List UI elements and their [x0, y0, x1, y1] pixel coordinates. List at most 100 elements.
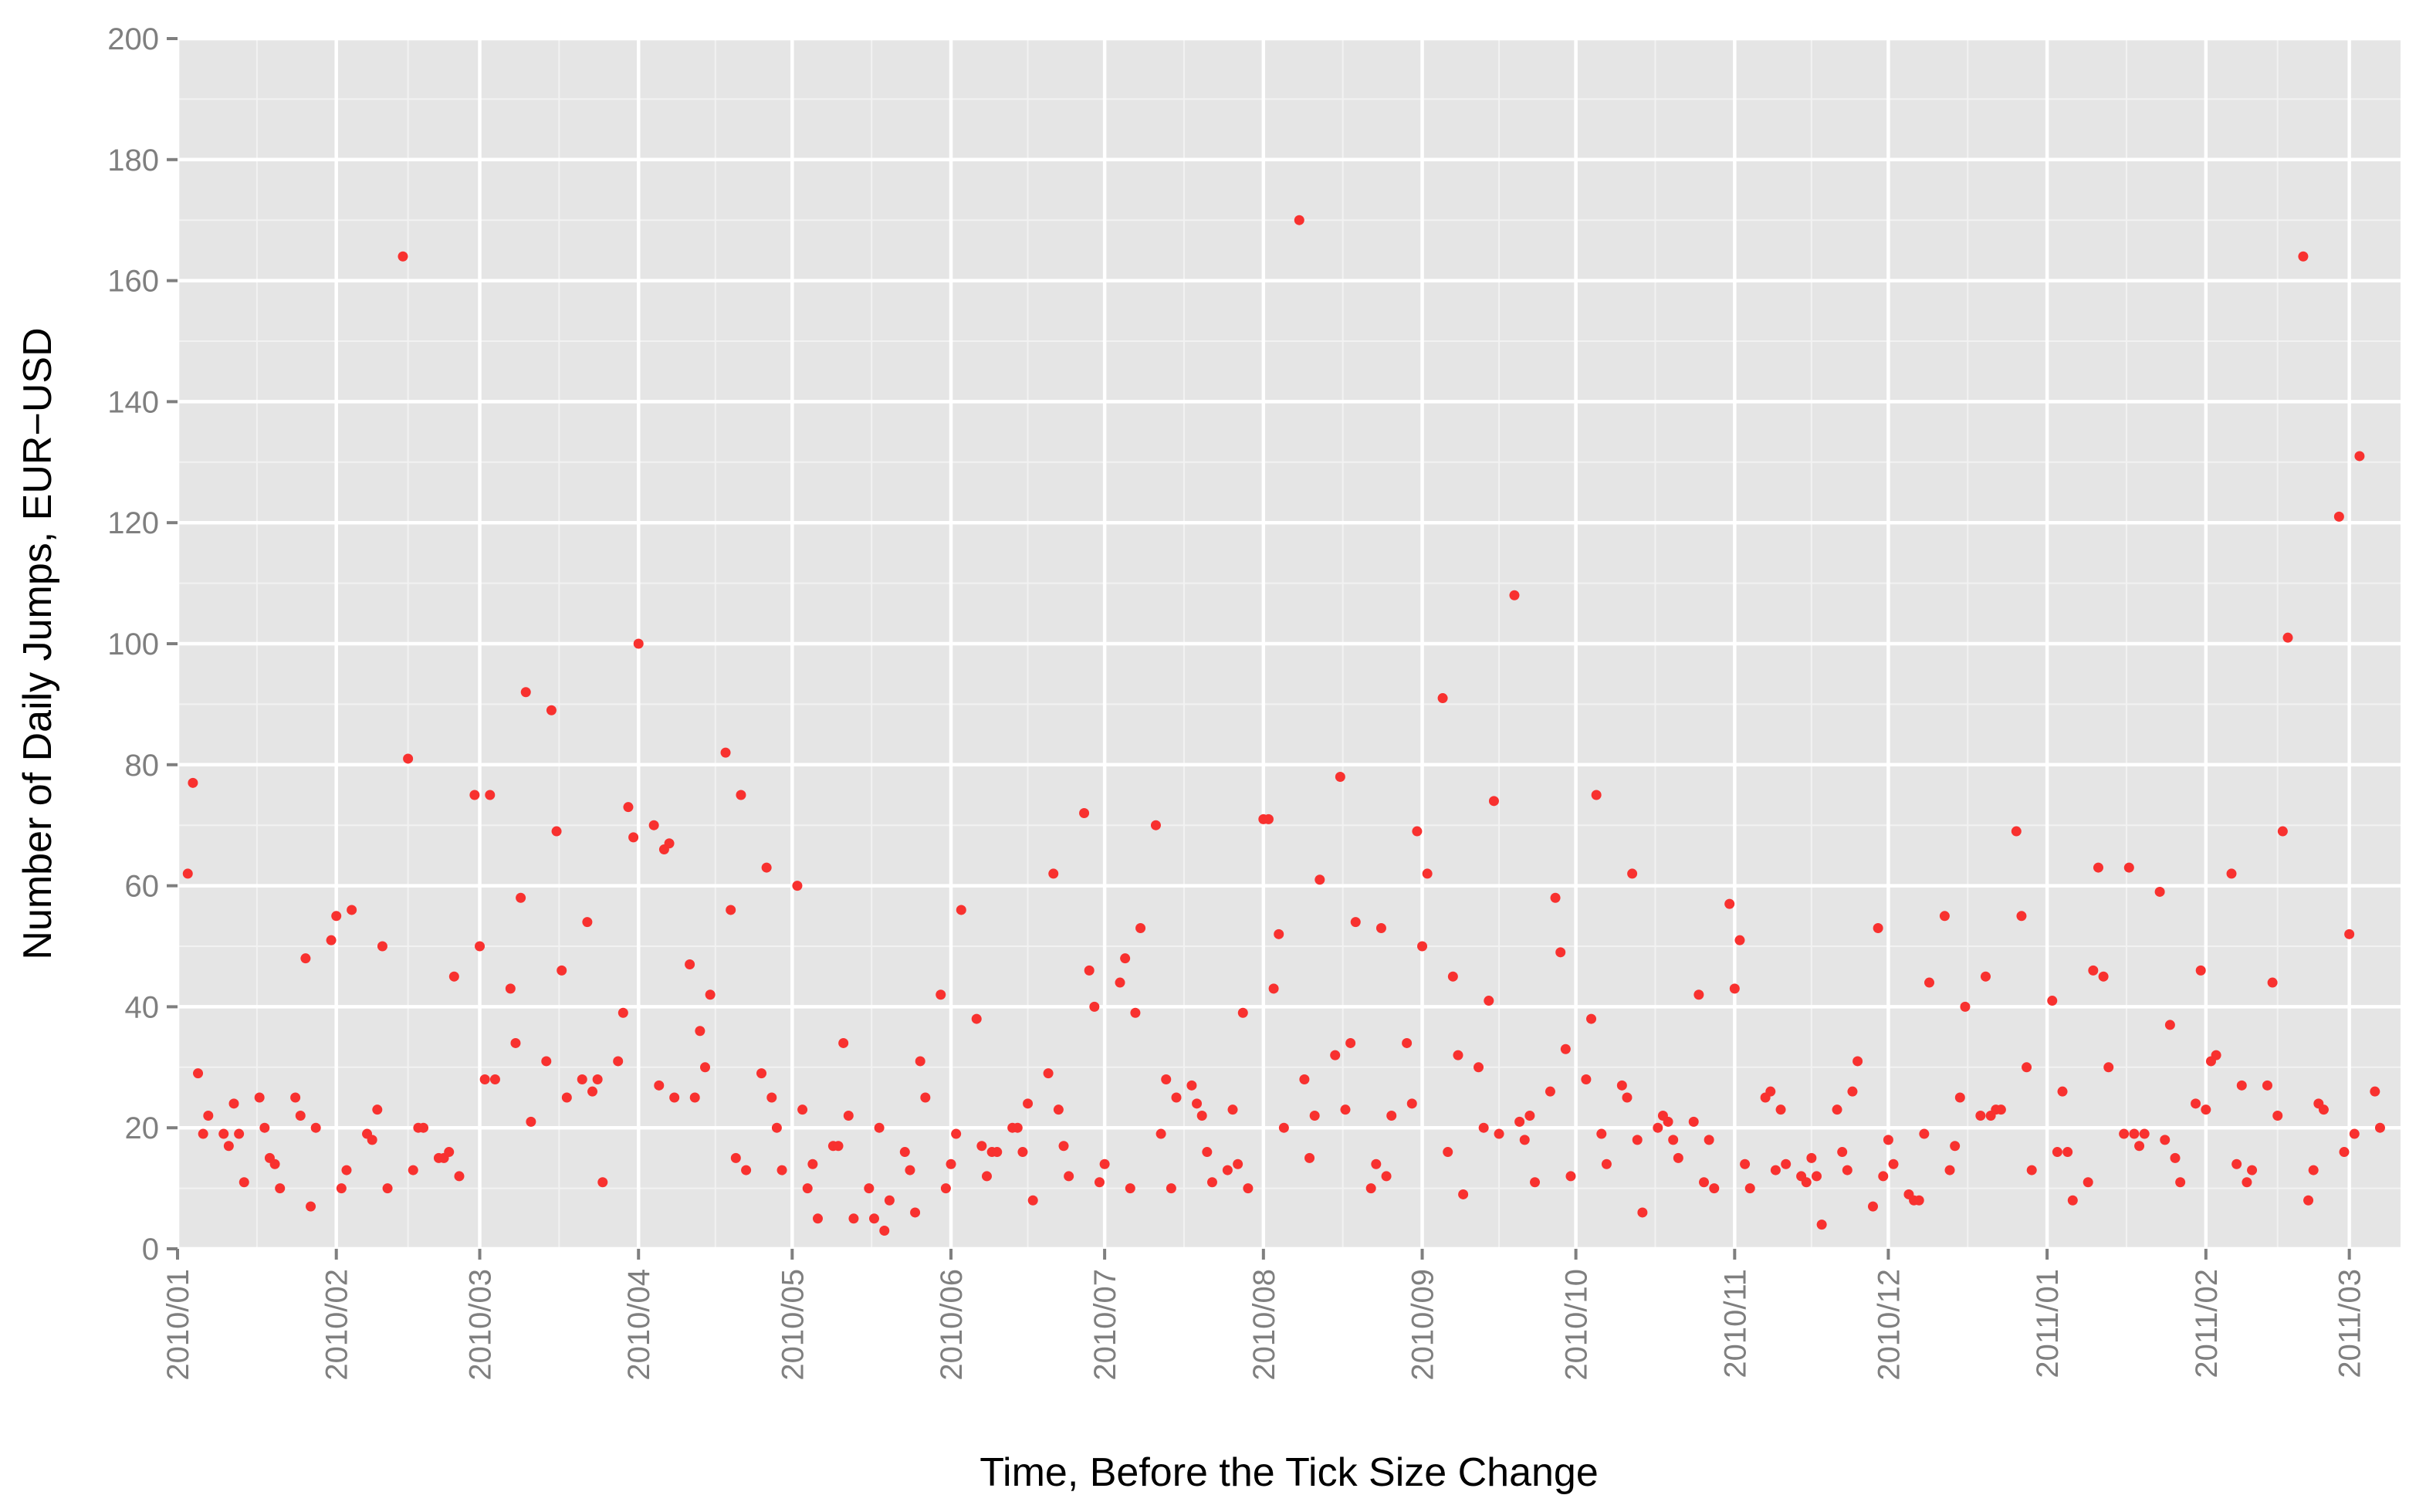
- data-point: [2242, 1177, 2252, 1188]
- data-point: [777, 1165, 787, 1175]
- data-point: [1192, 1098, 1203, 1109]
- data-point: [1335, 771, 1345, 782]
- data-point: [1960, 1001, 1971, 1012]
- data-point: [1135, 922, 1146, 933]
- x-tick-label: 2010/01: [161, 1269, 195, 1381]
- data-point: [843, 1111, 854, 1121]
- data-point: [505, 983, 516, 994]
- data-point: [1832, 1104, 1842, 1115]
- data-point: [520, 687, 531, 698]
- data-point: [2211, 1050, 2221, 1060]
- data-point: [1222, 1165, 1233, 1175]
- y-tick-label: 0: [142, 1233, 159, 1267]
- data-point: [736, 790, 746, 800]
- data-point: [367, 1135, 377, 1145]
- data-point: [2123, 862, 2134, 873]
- data-point: [1873, 922, 1883, 933]
- data-point: [418, 1122, 429, 1133]
- data-point: [2308, 1165, 2319, 1175]
- data-point: [1064, 1171, 1074, 1182]
- data-point: [479, 1074, 490, 1084]
- data-point: [1365, 1183, 1376, 1194]
- data-point: [1166, 1183, 1176, 1194]
- data-point: [761, 862, 772, 873]
- data-point: [182, 868, 193, 879]
- data-point: [403, 753, 414, 764]
- data-point: [771, 1122, 782, 1133]
- data-point: [489, 1074, 500, 1084]
- data-point: [2349, 1128, 2360, 1139]
- data-point: [956, 905, 966, 915]
- x-tick-label: 2010/11: [1718, 1269, 1752, 1378]
- data-point: [485, 790, 496, 800]
- data-point: [1852, 1056, 1863, 1067]
- data-point: [685, 959, 695, 970]
- data-point: [2175, 1177, 2186, 1188]
- data-point: [1412, 826, 1423, 837]
- data-point: [2370, 1086, 2380, 1097]
- x-tick-label: 2010/06: [935, 1269, 969, 1381]
- data-point: [2160, 1135, 2171, 1145]
- data-point: [2022, 1062, 2032, 1073]
- data-point: [1350, 917, 1361, 928]
- data-point: [2282, 632, 2293, 643]
- data-point: [1053, 1104, 1064, 1115]
- y-axis: 0 20 40 60 80 100 120 140 160 180 200: [107, 22, 178, 1267]
- data-point: [1734, 935, 1745, 945]
- data-point: [1565, 1171, 1576, 1182]
- data-point: [398, 251, 408, 262]
- data-point: [1596, 1128, 1607, 1139]
- data-point: [275, 1183, 286, 1194]
- y-tick-label: 120: [107, 506, 159, 540]
- data-point: [475, 941, 486, 952]
- data-point: [1775, 1104, 1786, 1115]
- data-point: [899, 1147, 910, 1158]
- data-point: [879, 1225, 890, 1236]
- data-point: [193, 1068, 204, 1079]
- data-point: [1443, 1147, 1453, 1158]
- data-point: [1950, 1141, 1961, 1152]
- data-point: [1233, 1159, 1243, 1169]
- data-point: [188, 777, 198, 788]
- data-point: [874, 1122, 885, 1133]
- data-point: [700, 1062, 711, 1073]
- data-point: [654, 1080, 665, 1091]
- data-point: [1386, 1111, 1397, 1121]
- data-point: [1837, 1147, 1848, 1158]
- data-point: [1094, 1177, 1105, 1188]
- data-point: [2119, 1128, 2130, 1139]
- x-tick-label: 2010/04: [622, 1269, 656, 1381]
- y-tick-label: 60: [125, 870, 160, 904]
- data-point: [2318, 1104, 2329, 1115]
- data-point: [1478, 1122, 1489, 1133]
- data-point: [2344, 929, 2355, 939]
- data-point: [1816, 1219, 1827, 1230]
- x-tick-label: 2011/02: [2190, 1269, 2224, 1378]
- data-point: [2354, 451, 2365, 462]
- data-point: [1125, 1183, 1135, 1194]
- data-point: [1023, 1098, 1034, 1109]
- data-point: [1514, 1116, 1525, 1127]
- data-point: [1519, 1135, 1530, 1145]
- data-point: [812, 1213, 823, 1224]
- data-point: [1530, 1177, 1541, 1188]
- data-point: [557, 965, 567, 976]
- data-point: [766, 1092, 777, 1103]
- data-point: [2129, 1128, 2140, 1139]
- data-point: [1581, 1074, 1592, 1084]
- data-point: [336, 1183, 347, 1194]
- data-point: [689, 1092, 700, 1103]
- data-point: [228, 1098, 239, 1109]
- data-point: [1637, 1207, 1648, 1218]
- data-point: [797, 1104, 808, 1115]
- data-point: [1309, 1111, 1320, 1121]
- data-point: [2098, 971, 2109, 982]
- data-point: [1494, 1128, 1504, 1139]
- data-point: [1663, 1116, 1673, 1127]
- data-point: [1586, 1013, 1597, 1024]
- data-point: [1371, 1159, 1382, 1169]
- data-point: [756, 1068, 766, 1079]
- data-point: [1550, 892, 1561, 903]
